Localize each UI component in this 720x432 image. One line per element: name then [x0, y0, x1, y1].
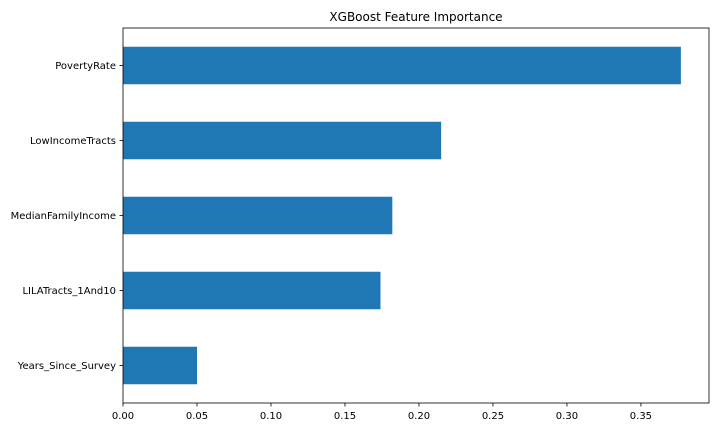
y-tick-label: LILATracts_1And10	[22, 286, 116, 297]
axes-frame	[122, 27, 710, 404]
y-tick-label: MedianFamilyIncome	[11, 211, 116, 222]
x-tick-label: 0.35	[630, 411, 652, 422]
bar-years-since-survey	[123, 346, 197, 385]
y-tick-label: Years_Since_Survey	[17, 361, 116, 372]
y-tick-label: PovertyRate	[55, 61, 116, 72]
x-tick-label: 0.10	[260, 411, 282, 422]
y-tick-label: LowIncomeTracts	[30, 136, 116, 147]
bar-lilatracts-1and10	[123, 271, 381, 310]
bar-medianfamilyincome	[123, 196, 393, 235]
x-tick-label: 0.25	[482, 411, 504, 422]
x-tick-label: 0.05	[186, 411, 208, 422]
bar-povertyrate	[123, 46, 681, 85]
x-tick-label: 0.20	[408, 411, 430, 422]
chart-title: XGBoost Feature Importance	[329, 10, 502, 24]
plot-area: PovertyRate LowIncomeTracts MedianFamilyIn…	[11, 27, 710, 422]
x-tick-label: 0.15	[334, 411, 356, 422]
x-tick-label: 0.00	[112, 411, 134, 422]
bar-lowincometracts	[123, 121, 442, 160]
x-tick-label: 0.30	[556, 411, 578, 422]
